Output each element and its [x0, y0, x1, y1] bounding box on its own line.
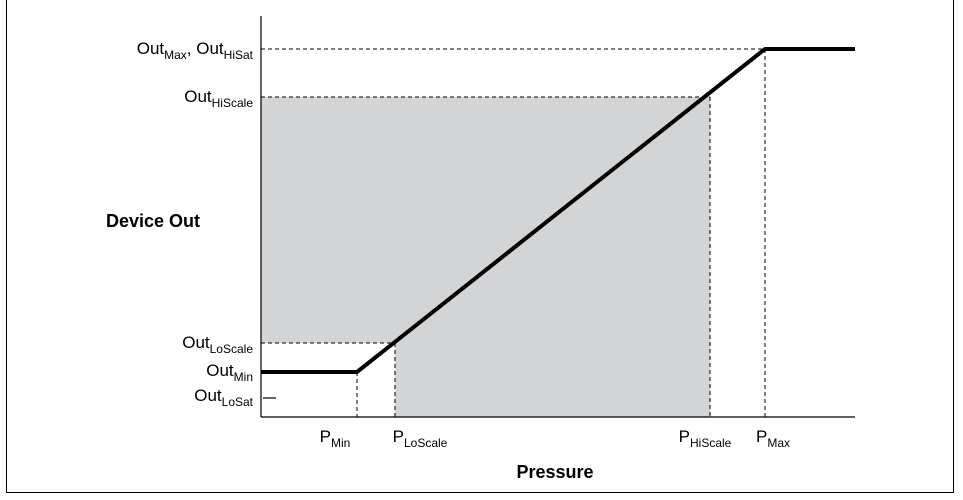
label-p-loscale: PLoScale	[393, 427, 448, 450]
label-p-hiscale: PHiScale	[679, 427, 732, 450]
label-out-hiscale: OutHiScale	[184, 87, 253, 110]
y-axis-title: Device Out	[106, 211, 200, 231]
label-out-min: OutMin	[206, 361, 253, 384]
transfer-function-line	[261, 47, 855, 374]
label-p-min: PMin	[320, 427, 351, 450]
label-out-loscale: OutLoScale	[182, 333, 253, 356]
label-out-max-hisat: OutMax, OutHiSat	[137, 39, 254, 62]
label-out-losat: OutLoSat	[194, 386, 253, 409]
x-axis-title: Pressure	[516, 462, 593, 482]
label-p-max: PMax	[756, 427, 790, 450]
shaded-scale-region	[261, 97, 710, 417]
